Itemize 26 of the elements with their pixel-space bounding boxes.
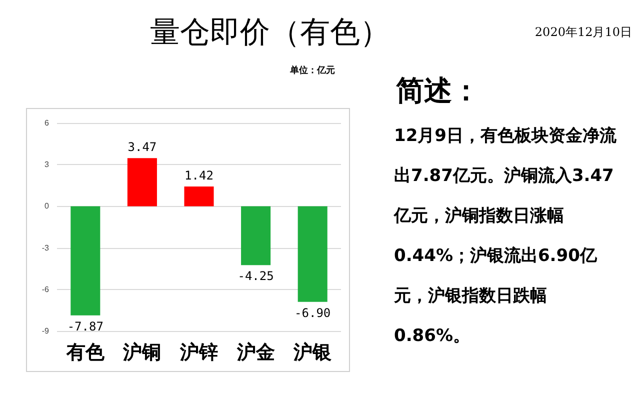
x-tick-label: 沪锌 bbox=[179, 342, 218, 364]
y-tick-label: -3 bbox=[42, 243, 50, 252]
x-tick-label: 沪金 bbox=[236, 342, 275, 364]
bar bbox=[127, 158, 157, 206]
bar bbox=[298, 206, 328, 302]
data-label: 3.47 bbox=[128, 140, 157, 154]
chart-title: 量仓即价（有色） bbox=[150, 14, 390, 52]
y-tick-label: 6 bbox=[44, 118, 50, 128]
bar bbox=[241, 206, 271, 266]
x-tick-label: 有色 bbox=[65, 342, 106, 364]
text: 2020年12月10日 bbox=[534, 24, 632, 41]
data-label: -7.87 bbox=[67, 319, 104, 334]
y-tick-label: 3 bbox=[44, 160, 50, 170]
bar bbox=[70, 206, 100, 316]
text: 简述： bbox=[396, 73, 480, 109]
data-label: -6.90 bbox=[294, 306, 331, 320]
data-label: -4.25 bbox=[238, 269, 274, 284]
text: 12月9日，有色板块资金净流出7.87亿元。沪铜流入3.47亿元，沪铜指数日涨幅0.44%；沪银流出6.90亿元，沪银指数日跌幅0.86%。 bbox=[394, 125, 618, 348]
y-tick-label: 0 bbox=[44, 202, 50, 211]
bar bbox=[184, 186, 214, 206]
x-tick-label: 沪银 bbox=[292, 342, 333, 364]
y-tick-label: -9 bbox=[42, 326, 50, 336]
data-label: 1.42 bbox=[184, 168, 214, 183]
y-axis-title: 单位：亿元 bbox=[290, 64, 335, 77]
x-tick-label: 沪铜 bbox=[122, 342, 162, 364]
y-tick-label: -6 bbox=[42, 284, 50, 294]
